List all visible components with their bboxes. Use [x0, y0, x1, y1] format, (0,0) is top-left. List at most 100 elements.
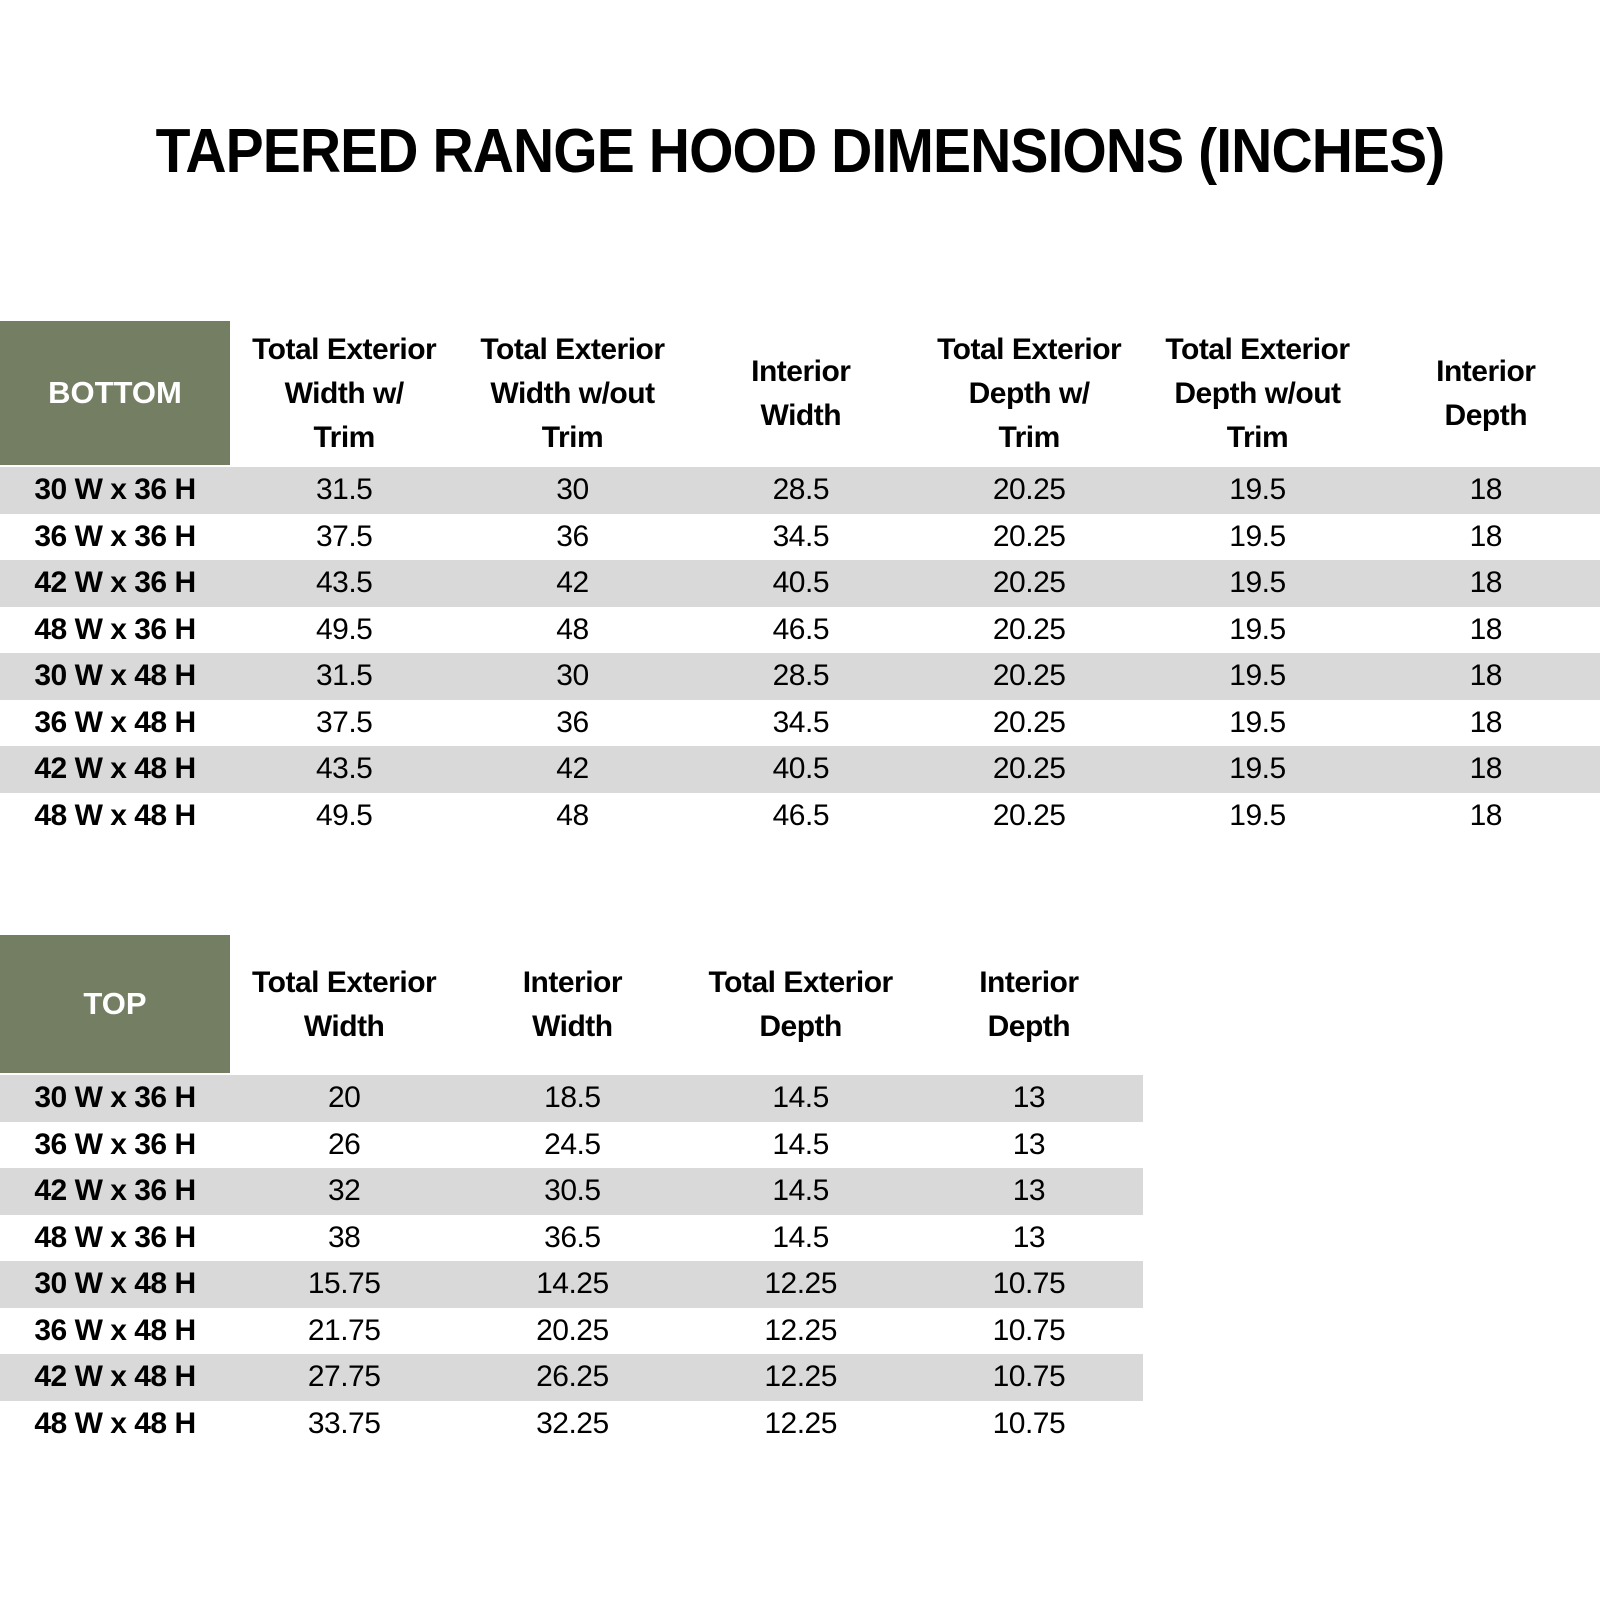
top-table-body: 30 W x 36 H 20 18.5 14.5 13 36 W x 36 H 26 24.5… [0, 1075, 1143, 1447]
table-row: 42 W x 36 H 32 30.5 14.5 13 [0, 1168, 1143, 1215]
page-title: TAPERED RANGE HOOD DIMENSIONS (INCHES) [155, 117, 1446, 186]
cell-value: 18 [1469, 473, 1503, 507]
cell-value: 24.5 [544, 1127, 601, 1161]
row-label: 42 W x 48 H [34, 1360, 196, 1394]
table-row: 30 W x 36 H 31.5 30 28.5 20.25 19.5 18 [0, 467, 1600, 514]
column-header-total-exterior-depth-wout-trim: Total Exterior Depth w/out Trim [1165, 333, 1350, 454]
row-label: 30 W x 36 H [34, 473, 196, 507]
cell-value: 30 [556, 473, 589, 507]
cell-value: 37.5 [315, 519, 373, 553]
cell-value: 19.5 [1229, 519, 1286, 553]
table-row: 30 W x 48 H 31.5 30 28.5 20.25 19.5 18 [0, 653, 1600, 700]
cell-value: 20.25 [992, 798, 1066, 832]
cell-value: 31.5 [315, 659, 373, 693]
column-header-interior-depth: Interior Depth [979, 966, 1079, 1043]
cell-value: 14.5 [772, 1220, 829, 1254]
cell-value: 18 [1469, 612, 1503, 646]
cell-value: 46.5 [772, 798, 830, 832]
row-label: 48 W x 36 H [34, 1220, 196, 1254]
row-label: 36 W x 48 H [34, 705, 196, 739]
cell-value: 43.5 [315, 752, 373, 786]
row-label: 36 W x 36 H [34, 519, 196, 553]
cell-value: 19.5 [1229, 659, 1286, 693]
cell-value: 20.25 [992, 705, 1066, 739]
table-row: 36 W x 48 H 21.75 20.25 12.25 10.75 [0, 1308, 1143, 1355]
cell-value: 20.25 [992, 473, 1066, 507]
cell-value: 20.25 [992, 659, 1066, 693]
cell-value: 13 [1012, 1174, 1046, 1208]
row-label: 36 W x 36 H [34, 1127, 196, 1161]
cell-value: 18.5 [544, 1081, 601, 1115]
cell-value: 48 [556, 612, 589, 646]
cell-value: 20 [327, 1081, 361, 1115]
table-row: 48 W x 36 H 49.5 48 46.5 20.25 19.5 18 [0, 607, 1600, 654]
column-header-total-exterior-depth-w-trim: Total Exterior Depth w/ Trim [937, 333, 1122, 454]
table-row: 48 W x 48 H 49.5 48 46.5 20.25 19.5 18 [0, 793, 1600, 840]
table-row: 42 W x 36 H 43.5 42 40.5 20.25 19.5 18 [0, 560, 1600, 607]
table-row: 36 W x 36 H 37.5 36 34.5 20.25 19.5 18 [0, 514, 1600, 561]
cell-value: 32 [327, 1174, 361, 1208]
cell-value: 36 [556, 519, 589, 553]
cell-value: 19.5 [1229, 752, 1286, 786]
table-row: 36 W x 48 H 37.5 36 34.5 20.25 19.5 18 [0, 700, 1600, 747]
cell-value: 32.25 [536, 1406, 609, 1440]
cell-value: 26 [327, 1127, 361, 1161]
cell-value: 18 [1469, 705, 1503, 739]
cell-value: 26.25 [536, 1360, 609, 1394]
cell-value: 49.5 [315, 798, 373, 832]
table-row: 36 W x 36 H 26 24.5 14.5 13 [0, 1122, 1143, 1169]
cell-value: 18 [1469, 519, 1503, 553]
cell-value: 20.25 [992, 519, 1066, 553]
cell-value: 19.5 [1229, 798, 1286, 832]
table-row: 30 W x 36 H 20 18.5 14.5 13 [0, 1075, 1143, 1122]
cell-value: 36 [556, 705, 589, 739]
cell-value: 10.75 [992, 1406, 1066, 1440]
cell-value: 30.5 [544, 1174, 601, 1208]
cell-value: 42 [556, 566, 589, 600]
row-label: 36 W x 48 H [34, 1313, 196, 1347]
row-label: 48 W x 48 H [34, 798, 196, 832]
cell-value: 30 [556, 659, 589, 693]
cell-value: 38 [327, 1220, 361, 1254]
cell-value: 40.5 [772, 566, 830, 600]
cell-value: 13 [1012, 1081, 1046, 1115]
row-label: 30 W x 48 H [34, 659, 196, 693]
cell-value: 37.5 [315, 705, 373, 739]
column-header-total-exterior-width: Total Exterior Width [252, 966, 437, 1043]
row-label: 42 W x 36 H [34, 566, 196, 600]
cell-value: 19.5 [1229, 612, 1286, 646]
bottom-table-header-row: BOTTOM Total Exterior Width w/ Trim Tota… [0, 321, 1600, 467]
cell-value: 14.25 [536, 1267, 609, 1301]
row-label: 48 W x 36 H [34, 612, 196, 646]
cell-value: 12.25 [764, 1267, 837, 1301]
cell-value: 19.5 [1229, 705, 1286, 739]
cell-value: 13 [1012, 1127, 1046, 1161]
column-header-interior-depth: Interior Depth [1436, 355, 1536, 432]
row-label: 30 W x 36 H [34, 1081, 196, 1115]
cell-value: 10.75 [992, 1313, 1066, 1347]
column-header-interior-width: Interior Width [751, 355, 851, 432]
cell-value: 34.5 [772, 705, 830, 739]
column-header-total-exterior-depth: Total Exterior Depth [708, 966, 894, 1043]
cell-value: 10.75 [992, 1267, 1066, 1301]
cell-value: 31.5 [315, 473, 373, 507]
cell-value: 20.25 [992, 752, 1066, 786]
cell-value: 42 [556, 752, 589, 786]
cell-value: 14.5 [772, 1081, 829, 1115]
cell-value: 18 [1469, 566, 1503, 600]
table-row: 42 W x 48 H 27.75 26.25 12.25 10.75 [0, 1354, 1143, 1401]
cell-value: 12.25 [764, 1313, 837, 1347]
cell-value: 18 [1469, 798, 1503, 832]
table-row: 30 W x 48 H 15.75 14.25 12.25 10.75 [0, 1261, 1143, 1308]
cell-value: 18 [1469, 752, 1503, 786]
cell-value: 21.75 [307, 1313, 381, 1347]
cell-value: 20.25 [536, 1313, 609, 1347]
table-row: 48 W x 36 H 38 36.5 14.5 13 [0, 1215, 1143, 1262]
table-row: 42 W x 48 H 43.5 42 40.5 20.25 19.5 18 [0, 746, 1600, 793]
cell-value: 28.5 [772, 473, 830, 507]
cell-value: 33.75 [307, 1406, 381, 1440]
cell-value: 43.5 [315, 566, 373, 600]
bottom-dimensions-table: BOTTOM Total Exterior Width w/ Trim Tota… [0, 321, 1600, 839]
row-label: 42 W x 48 H [34, 752, 196, 786]
